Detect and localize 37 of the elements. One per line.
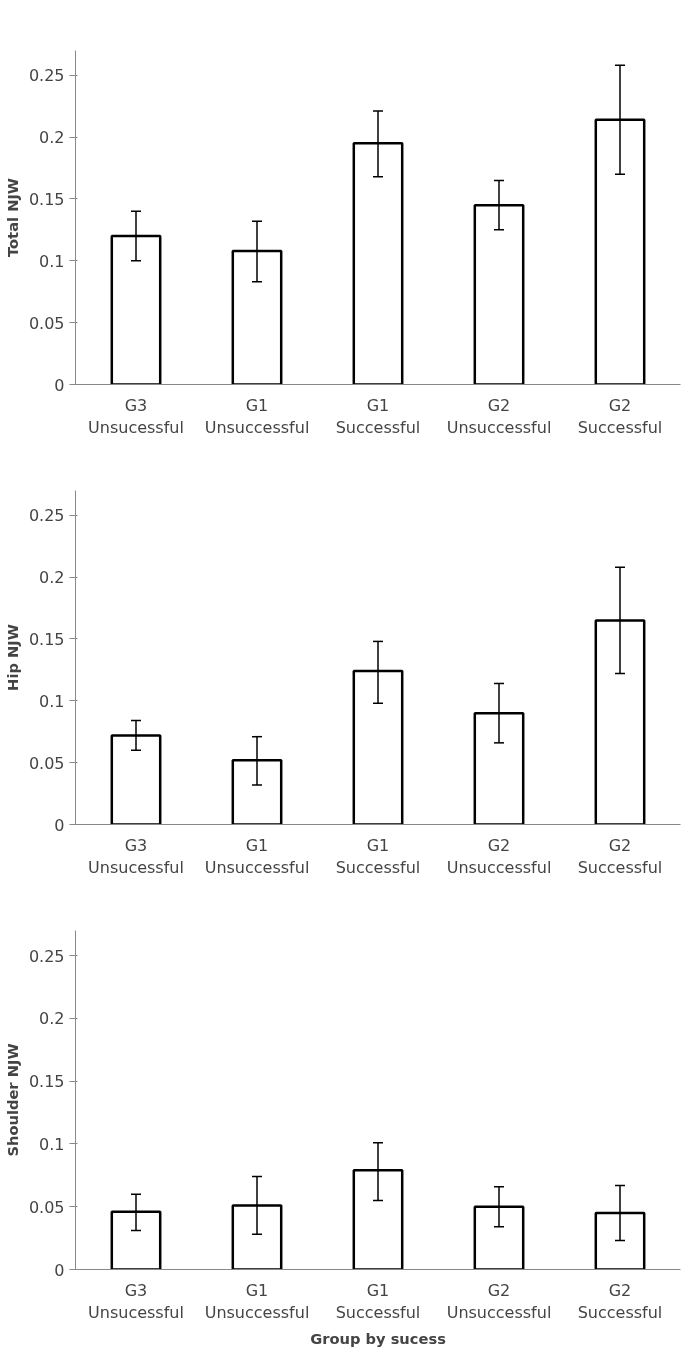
x-tick-label: G3 Unsucessful (88, 1280, 184, 1323)
y-tick-label: 0.15 (28, 629, 65, 649)
x-tick-label: G2 Successful (577, 1280, 663, 1323)
y-axis-title: Hip NJW (3, 624, 21, 691)
x-tick-label: G3 Unsucessful (88, 835, 184, 878)
x-tick-label: G2 Successful (577, 835, 663, 878)
y-tick-label: 0.15 (28, 189, 65, 209)
x-tick-label: G2 Unsuccessful (446, 835, 552, 878)
y-tick-label: 0.1 (39, 691, 65, 711)
y-axis-title: Shoulder NJW (3, 1043, 21, 1157)
y-axis-title: Total NJW (3, 177, 21, 258)
y-tick-label: 0.2 (39, 568, 65, 588)
x-tick-label: G1 Unsuccessful (204, 395, 310, 438)
y-tick-label: 0.2 (39, 128, 65, 148)
y-tick-label: 0.1 (39, 1134, 65, 1154)
x-axis-title: Group by sucess (310, 1330, 447, 1348)
x-tick-label: G2 Successful (577, 395, 663, 438)
y-tick-label: 0.1 (39, 251, 65, 271)
x-tick-label: G2 Unsuccessful (446, 1280, 552, 1323)
x-tick-label: G1 Unsuccessful (204, 835, 310, 878)
y-tick-label: 0.05 (28, 313, 65, 333)
y-tick-label: 0.15 (28, 1072, 65, 1092)
y-tick-label: 0.25 (28, 66, 65, 86)
x-tick-label: G2 Unsuccessful (446, 395, 552, 438)
x-tick-label: G1 Successful (335, 835, 421, 878)
y-tick-label: 0 (54, 815, 65, 835)
x-tick-label: G1 Unsuccessful (204, 1280, 310, 1323)
x-tick-label: G1 Successful (335, 395, 421, 438)
x-tick-label: G1 Successful (335, 1280, 421, 1323)
y-tick-label: 0.2 (39, 1009, 65, 1029)
y-tick-label: 0.25 (28, 506, 65, 526)
y-tick-label: 0 (54, 1260, 65, 1280)
y-tick-label: 0.25 (28, 946, 65, 966)
y-tick-label: 0 (54, 375, 65, 395)
y-tick-label: 0.05 (28, 753, 65, 773)
x-tick-label: G3 Unsucessful (88, 395, 184, 438)
y-tick-label: 0.05 (28, 1197, 65, 1217)
